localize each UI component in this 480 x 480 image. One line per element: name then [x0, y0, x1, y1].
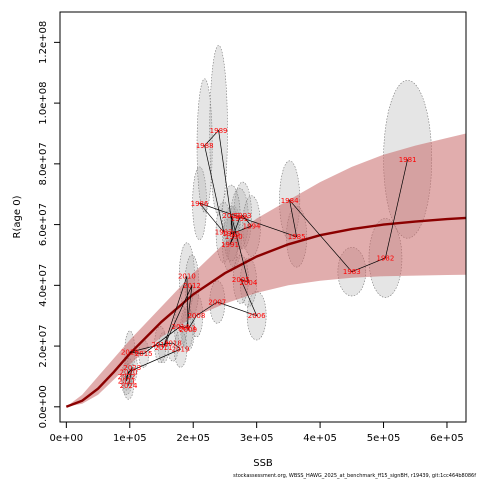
- fit-curve: [65, 216, 467, 408]
- year-label-1993: 1993: [234, 212, 252, 220]
- year-label-1987: 1987: [215, 229, 233, 237]
- year-label-2007: 2007: [208, 299, 226, 307]
- year-label-1988: 1988: [196, 142, 214, 150]
- year-label-2013: 2013: [178, 324, 196, 332]
- year-label-2019: 2019: [172, 346, 190, 354]
- y-tick-label-2.0e+07: 2.0e+07: [38, 324, 49, 367]
- year-label-1995: 1995: [222, 230, 240, 238]
- year-label-1984: 1984: [281, 197, 299, 205]
- year-label-1981: 1981: [399, 156, 417, 164]
- x-tick-label-0e+00: 0e+00: [50, 433, 84, 444]
- footer-note: stockassessment.org, WBSS_HAWG_2025_at_b…: [233, 473, 476, 479]
- y-tick-label-6.0e+07: 6.0e+07: [38, 203, 49, 246]
- x-tick-label-3e+05: 3e+05: [240, 433, 274, 444]
- year-label-1985: 1985: [288, 233, 306, 241]
- year-label-1983: 1983: [343, 268, 361, 276]
- y-axis-title: R(age 0): [12, 195, 23, 238]
- year-label-1982: 1982: [377, 255, 395, 263]
- year-label-2006: 2006: [248, 312, 266, 320]
- year-label-1990: 1990: [225, 233, 243, 241]
- year-label-1986: 1986: [191, 200, 209, 208]
- year-labels: 1981 1982 1983 1984 1985 1986 1987 1988 1989 1990…: [118, 127, 417, 390]
- year-label-2012: 2012: [183, 282, 201, 290]
- year-label-1991: 1991: [221, 241, 239, 249]
- y-axis: 0.0e+00 2.0e+07 4.0e+07 6.0e+07 8.0e+07 1.0e+…: [38, 21, 61, 428]
- year-label-2024: 2024: [120, 382, 138, 390]
- y-tick-label-4.0e+07: 4.0e+07: [38, 264, 49, 307]
- year-label-2004: 2004: [239, 279, 257, 287]
- year-label-2021: 2021: [118, 378, 136, 386]
- x-axis: 0e+00 1e+05 2e+05 3e+05 4e+05 5e+05 6e+05: [50, 421, 464, 444]
- x-tick-label-1e+05: 1e+05: [113, 433, 147, 444]
- year-label-1989: 1989: [210, 127, 228, 135]
- y-tick-label-0.0e+00: 0.0e+00: [38, 385, 49, 428]
- year-label-2022: 2022: [118, 373, 136, 381]
- year-label-2010: 2010: [178, 273, 196, 281]
- y-tick-label-1.0e+08: 1.0e+08: [38, 82, 49, 125]
- y-tick-label-1.2e+08: 1.2e+08: [38, 21, 49, 64]
- year-label-2014: 2014: [172, 323, 190, 331]
- year-label-1992: 1992: [231, 215, 249, 223]
- y-tick-label-8.0e+07: 8.0e+07: [38, 142, 49, 185]
- fit-confidence-band: [66, 133, 467, 407]
- year-label-2005: 2005: [232, 276, 250, 284]
- x-tick-label-5e+05: 5e+05: [367, 433, 401, 444]
- year-label-2003: 2003: [222, 212, 240, 220]
- year-label-2017: 2017: [151, 341, 169, 349]
- year-path: [126, 129, 408, 386]
- x-tick-label-4e+05: 4e+05: [303, 433, 337, 444]
- year-label-2015: 2015: [135, 350, 153, 358]
- year-label-2011: 2011: [154, 344, 172, 352]
- year-label-2020: 2020: [120, 368, 138, 376]
- year-label-2023: 2023: [123, 364, 141, 372]
- x-tick-label-2e+05: 2e+05: [176, 433, 210, 444]
- year-label-1994: 1994: [243, 223, 261, 231]
- year-label-2018: 2018: [164, 340, 182, 348]
- year-label-2008: 2008: [187, 312, 205, 320]
- year-label-2009: 2009: [179, 326, 197, 334]
- x-axis-title: SSB: [253, 458, 273, 469]
- x-tick-label-6e+05: 6e+05: [430, 433, 464, 444]
- year-label-2016: 2016: [121, 349, 139, 357]
